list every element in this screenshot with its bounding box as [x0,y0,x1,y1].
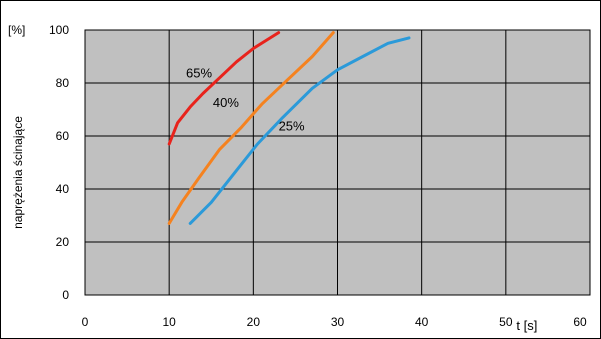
y-tick-label: 20 [56,235,70,249]
y-unit-label: [%] [8,23,25,37]
annotations: 65%40% 25% [186,66,305,134]
x-tick-label: 0 [82,315,89,329]
x-tick-label: 10 [162,315,176,329]
y-axis-label: naprężenia ścinające [11,116,25,229]
x-tick-label: 50 [499,315,513,329]
y-tick-label: 80 [56,76,70,90]
x-axis-label: t [s] [516,318,537,333]
x-tick-label: 40 [415,315,429,329]
x-tick-label: 60 [573,315,587,329]
y-tick-label: 60 [56,129,70,143]
y-tick-label: 40 [56,182,70,196]
series-line-65pct [167,31,281,146]
series-line-40pct [167,31,335,225]
series-annotation: 25% [279,119,305,134]
x-tick-labels: 0 10 20 30 40 50 60 [82,315,587,329]
series-line-25pct [188,36,411,225]
x-tick-label: 30 [331,315,345,329]
series-layer [167,31,411,225]
x-tick-label: 20 [247,315,261,329]
series-annotation: 40% [213,95,239,110]
y-tick-label: 100 [49,23,69,37]
series-annotation: 65% [186,66,212,81]
y-tick-labels: 0 20 40 60 80 100 [49,23,69,302]
y-tick-label: 0 [62,288,69,302]
grid-lines [85,30,590,295]
